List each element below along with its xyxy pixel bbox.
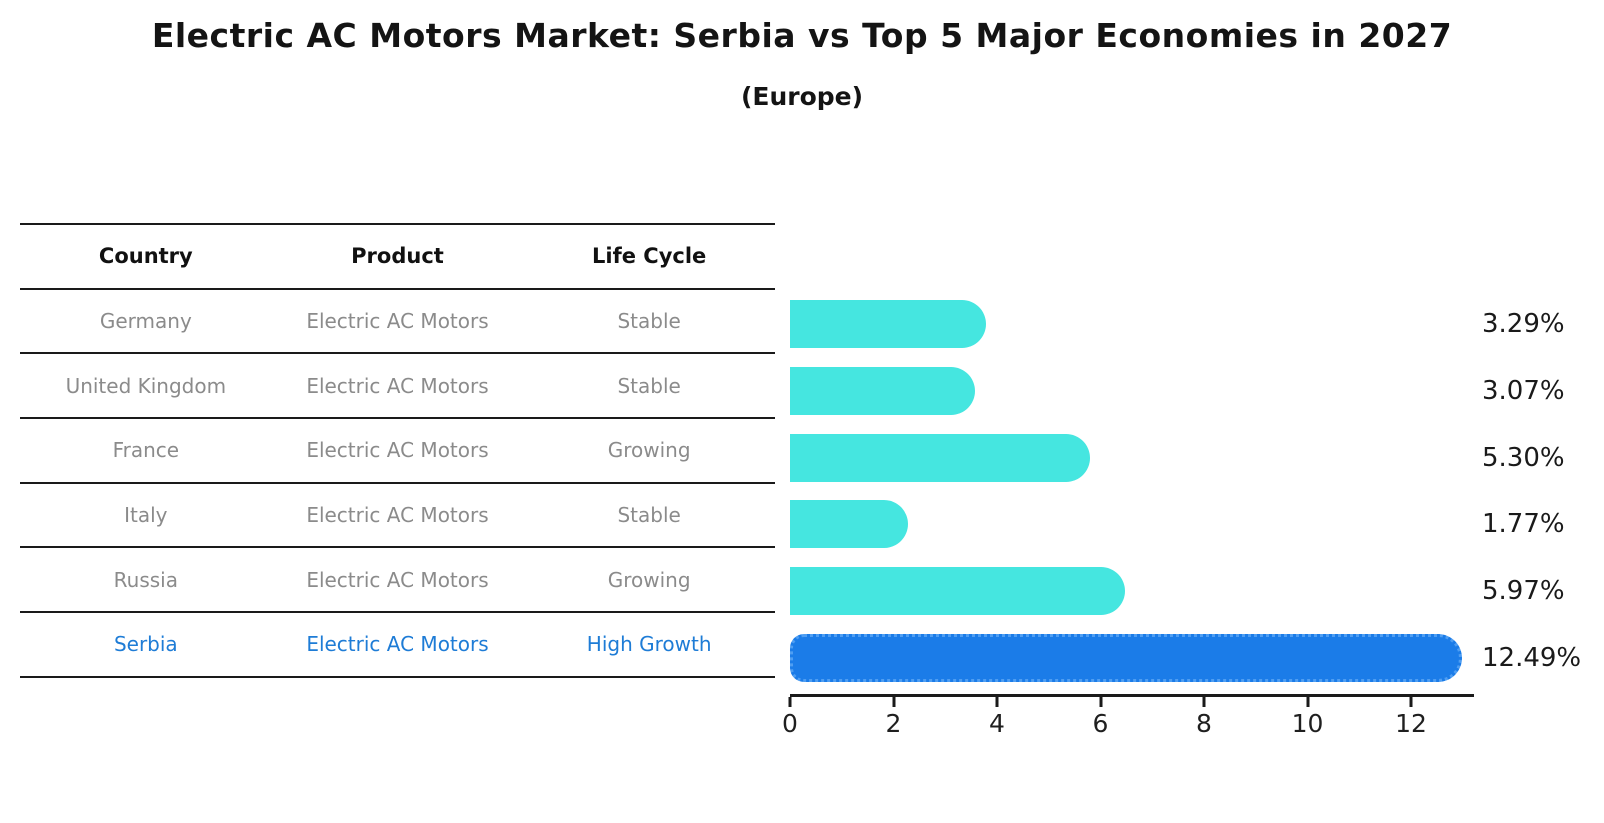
cell-product: Electric AC Motors <box>306 503 489 528</box>
cell-country: Russia <box>113 567 178 592</box>
bar-row <box>790 624 1470 691</box>
table-header-row: Country Product Life Cycle <box>20 224 775 289</box>
bar-row <box>790 491 1470 558</box>
bar-united-kingdom <box>790 366 975 415</box>
x-axis-tick-label: 0 <box>782 709 798 738</box>
x-axis-tick-labels: 0 2 4 6 8 10 12 <box>782 709 1470 743</box>
cell-product: Electric AC Motors <box>306 373 489 398</box>
x-axis-tick <box>1306 697 1309 707</box>
chart-title: Electric AC Motors Market: Serbia vs Top… <box>151 16 1453 55</box>
cell-country: Serbia <box>113 632 178 657</box>
table-row-france: France Electric AC Motors Growing <box>20 418 775 483</box>
x-axis-ticks <box>788 697 1470 707</box>
cell-life-cycle: Growing <box>607 567 691 592</box>
bar-row <box>790 358 1470 425</box>
cell-life-cycle: Stable <box>617 503 681 528</box>
chart-subtitle: (Europe) <box>740 82 864 111</box>
cell-product: Electric AC Motors <box>306 632 489 657</box>
value-label-germany: 3.29% <box>1482 309 1565 340</box>
x-axis-tick <box>788 697 792 707</box>
cell-product: Electric AC Motors <box>306 438 489 463</box>
bar-france <box>790 433 1091 482</box>
column-header-country: Country <box>98 244 193 269</box>
x-axis-tick-label: 10 <box>1291 709 1324 738</box>
x-axis-tick-label: 12 <box>1395 709 1427 738</box>
value-labels-column: 3.29% 3.07% 5.30% 1.77% 5.97% 12.49% <box>1482 291 1602 691</box>
table-row-united-kingdom: United Kingdom Electric AC Motors Stable <box>20 353 775 419</box>
x-axis-tick <box>892 697 895 707</box>
table-row-serbia: Serbia Electric AC Motors High Growth <box>20 612 775 677</box>
value-label-serbia: 12.49% <box>1482 642 1582 673</box>
table-row-germany: Germany Electric AC Motors Stable <box>20 289 775 354</box>
column-header-product: Product <box>351 244 444 269</box>
bar-row <box>790 291 1470 358</box>
bar-russia <box>790 566 1125 615</box>
country-table: Country Product Life Cycle Germany Elect… <box>20 223 775 678</box>
value-label-united-kingdom: 3.07% <box>1482 375 1565 406</box>
x-axis-tick <box>1202 697 1206 707</box>
x-axis-line <box>790 694 1474 697</box>
value-label-france: 5.30% <box>1482 442 1565 473</box>
x-axis-tick <box>1409 697 1413 707</box>
cell-life-cycle: Stable <box>617 309 681 334</box>
cell-country: France <box>112 438 180 463</box>
value-label-italy: 1.77% <box>1482 509 1565 540</box>
cell-life-cycle: Stable <box>617 373 681 398</box>
table-row-russia: Russia Electric AC Motors Growing <box>20 547 775 613</box>
bar-row <box>790 558 1470 625</box>
x-axis-tick-label: 2 <box>885 709 902 738</box>
x-axis-tick-label: 8 <box>1196 709 1212 738</box>
x-axis-tick <box>1099 697 1102 707</box>
bar-row <box>790 424 1470 491</box>
x-axis-tick <box>995 697 999 707</box>
cell-country: Germany <box>99 309 192 334</box>
cell-country: United Kingdom <box>65 373 227 398</box>
bar-plot-area <box>790 291 1470 691</box>
bar-germany <box>790 300 987 349</box>
column-header-life-cycle: Life Cycle <box>592 244 707 269</box>
cell-product: Electric AC Motors <box>306 309 489 334</box>
cell-life-cycle: Growing <box>607 438 691 463</box>
bar-serbia <box>790 633 1463 682</box>
x-axis-tick-label: 6 <box>1092 709 1109 738</box>
cell-life-cycle: High Growth <box>586 632 712 657</box>
cell-product: Electric AC Motors <box>306 567 489 592</box>
cell-country: Italy <box>124 503 168 528</box>
table-row-italy: Italy Electric AC Motors Stable <box>20 483 775 548</box>
bar-italy <box>790 500 908 549</box>
value-label-russia: 5.97% <box>1482 575 1565 606</box>
x-axis-tick-label: 4 <box>989 709 1005 738</box>
